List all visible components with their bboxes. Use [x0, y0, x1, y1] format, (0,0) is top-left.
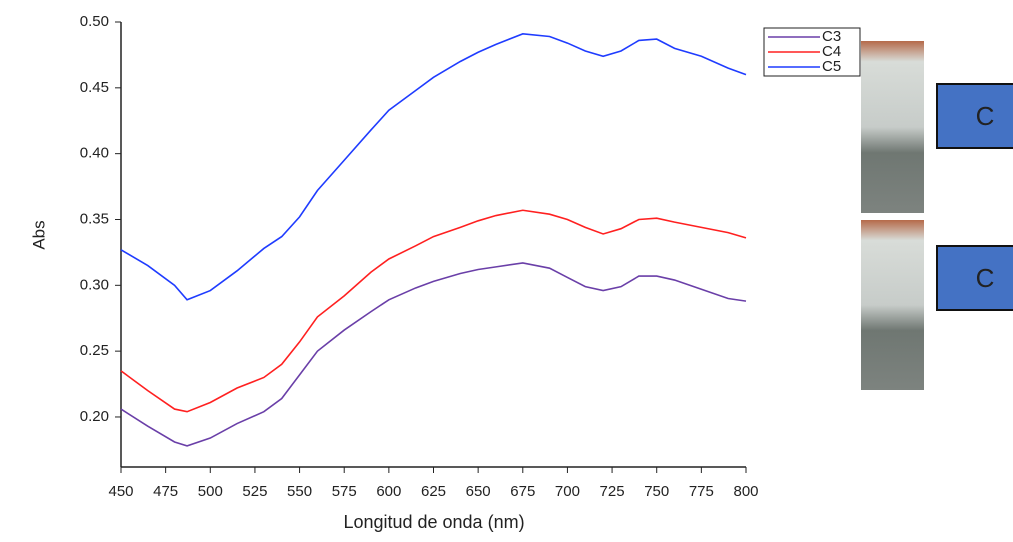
- x-tick-label: 575: [332, 483, 357, 500]
- legend-label: C5: [822, 58, 841, 75]
- x-tick-label: 475: [153, 483, 178, 500]
- y-tick-label: 0.40: [80, 145, 109, 162]
- x-tick-label: 525: [242, 483, 267, 500]
- annotation: C: [976, 101, 995, 131]
- x-tick-label: 600: [376, 483, 401, 500]
- x-tick-label: 725: [600, 483, 625, 500]
- label-box: [936, 83, 1013, 149]
- x-tick-label: 650: [466, 483, 491, 500]
- series-line: [120, 33, 747, 301]
- x-tick-label: 500: [198, 483, 223, 500]
- y-tick-label: 0.20: [80, 408, 109, 425]
- y-tick-label: 0.25: [80, 342, 109, 359]
- photo: [861, 41, 924, 213]
- y-tick-label: 0.45: [80, 79, 109, 96]
- x-tick-label: 450: [108, 483, 133, 500]
- legend-label: C3: [822, 28, 841, 45]
- x-axis-label: Longitud de onda (nm): [343, 512, 524, 532]
- x-tick-label: 550: [287, 483, 312, 500]
- legend-label: C4: [822, 43, 841, 60]
- x-tick-label: 800: [733, 483, 758, 500]
- series-line: [120, 209, 747, 413]
- y-axis-label: Abs: [29, 220, 48, 249]
- y-tick-label: 0.50: [80, 13, 109, 30]
- x-tick-label: 700: [555, 483, 580, 500]
- y-tick-label: 0.35: [80, 210, 109, 227]
- annotation: C: [976, 263, 995, 293]
- x-tick-label: 675: [510, 483, 535, 500]
- series-line: [120, 262, 747, 447]
- x-tick-label: 775: [689, 483, 714, 500]
- label-box: [936, 245, 1013, 311]
- y-tick-label: 0.30: [80, 276, 109, 293]
- x-tick-label: 625: [421, 483, 446, 500]
- photo: [861, 220, 924, 390]
- x-tick-label: 750: [644, 483, 669, 500]
